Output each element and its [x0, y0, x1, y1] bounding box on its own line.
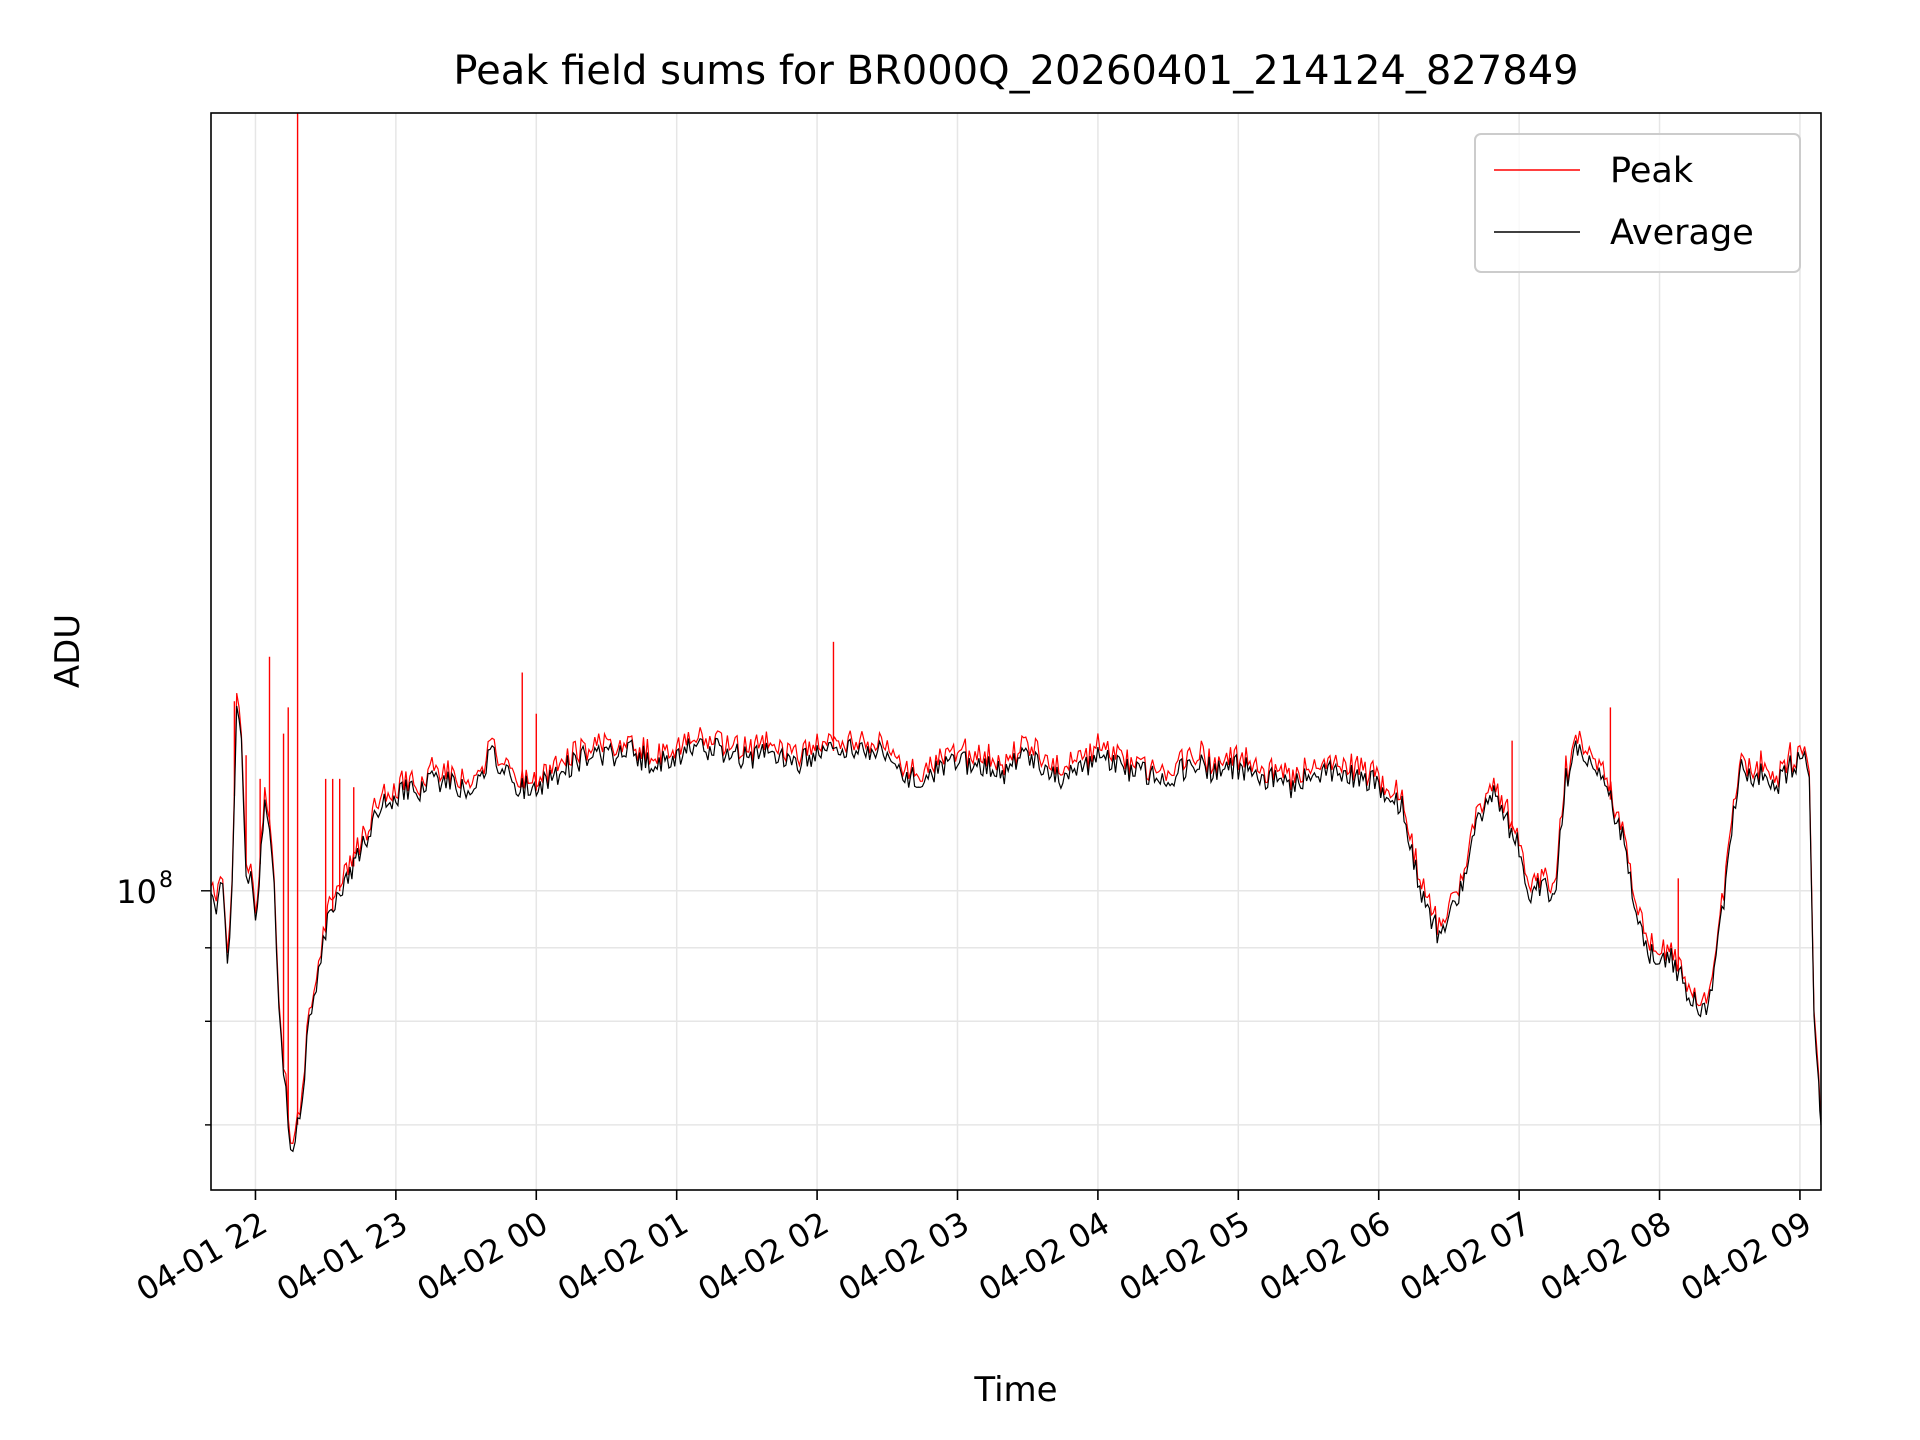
y-tick-label: 10 — [116, 873, 157, 911]
legend-average-label: Average — [1610, 213, 1754, 253]
peak-spikes — [233, 113, 1679, 1125]
plot-lines — [210, 113, 1822, 1153]
legend-peak-label: Peak — [1610, 151, 1694, 191]
x-axis-label: Time — [973, 1370, 1057, 1410]
legend-box — [1474, 133, 1801, 273]
legend: Peak Average — [1474, 133, 1801, 273]
chart-title: Peak field sums for BR000Q_20260401_2141… — [453, 48, 1578, 94]
average-series-line — [210, 705, 1822, 1153]
peak-series-line — [210, 693, 1822, 1145]
grid — [211, 113, 1821, 1190]
y-tick-label-exponent: 8 — [159, 868, 173, 893]
plot-frame — [210, 112, 1822, 1191]
y-axis-ticks: 10 8 — [116, 868, 211, 1126]
y-axis-label: ADU — [48, 614, 88, 688]
